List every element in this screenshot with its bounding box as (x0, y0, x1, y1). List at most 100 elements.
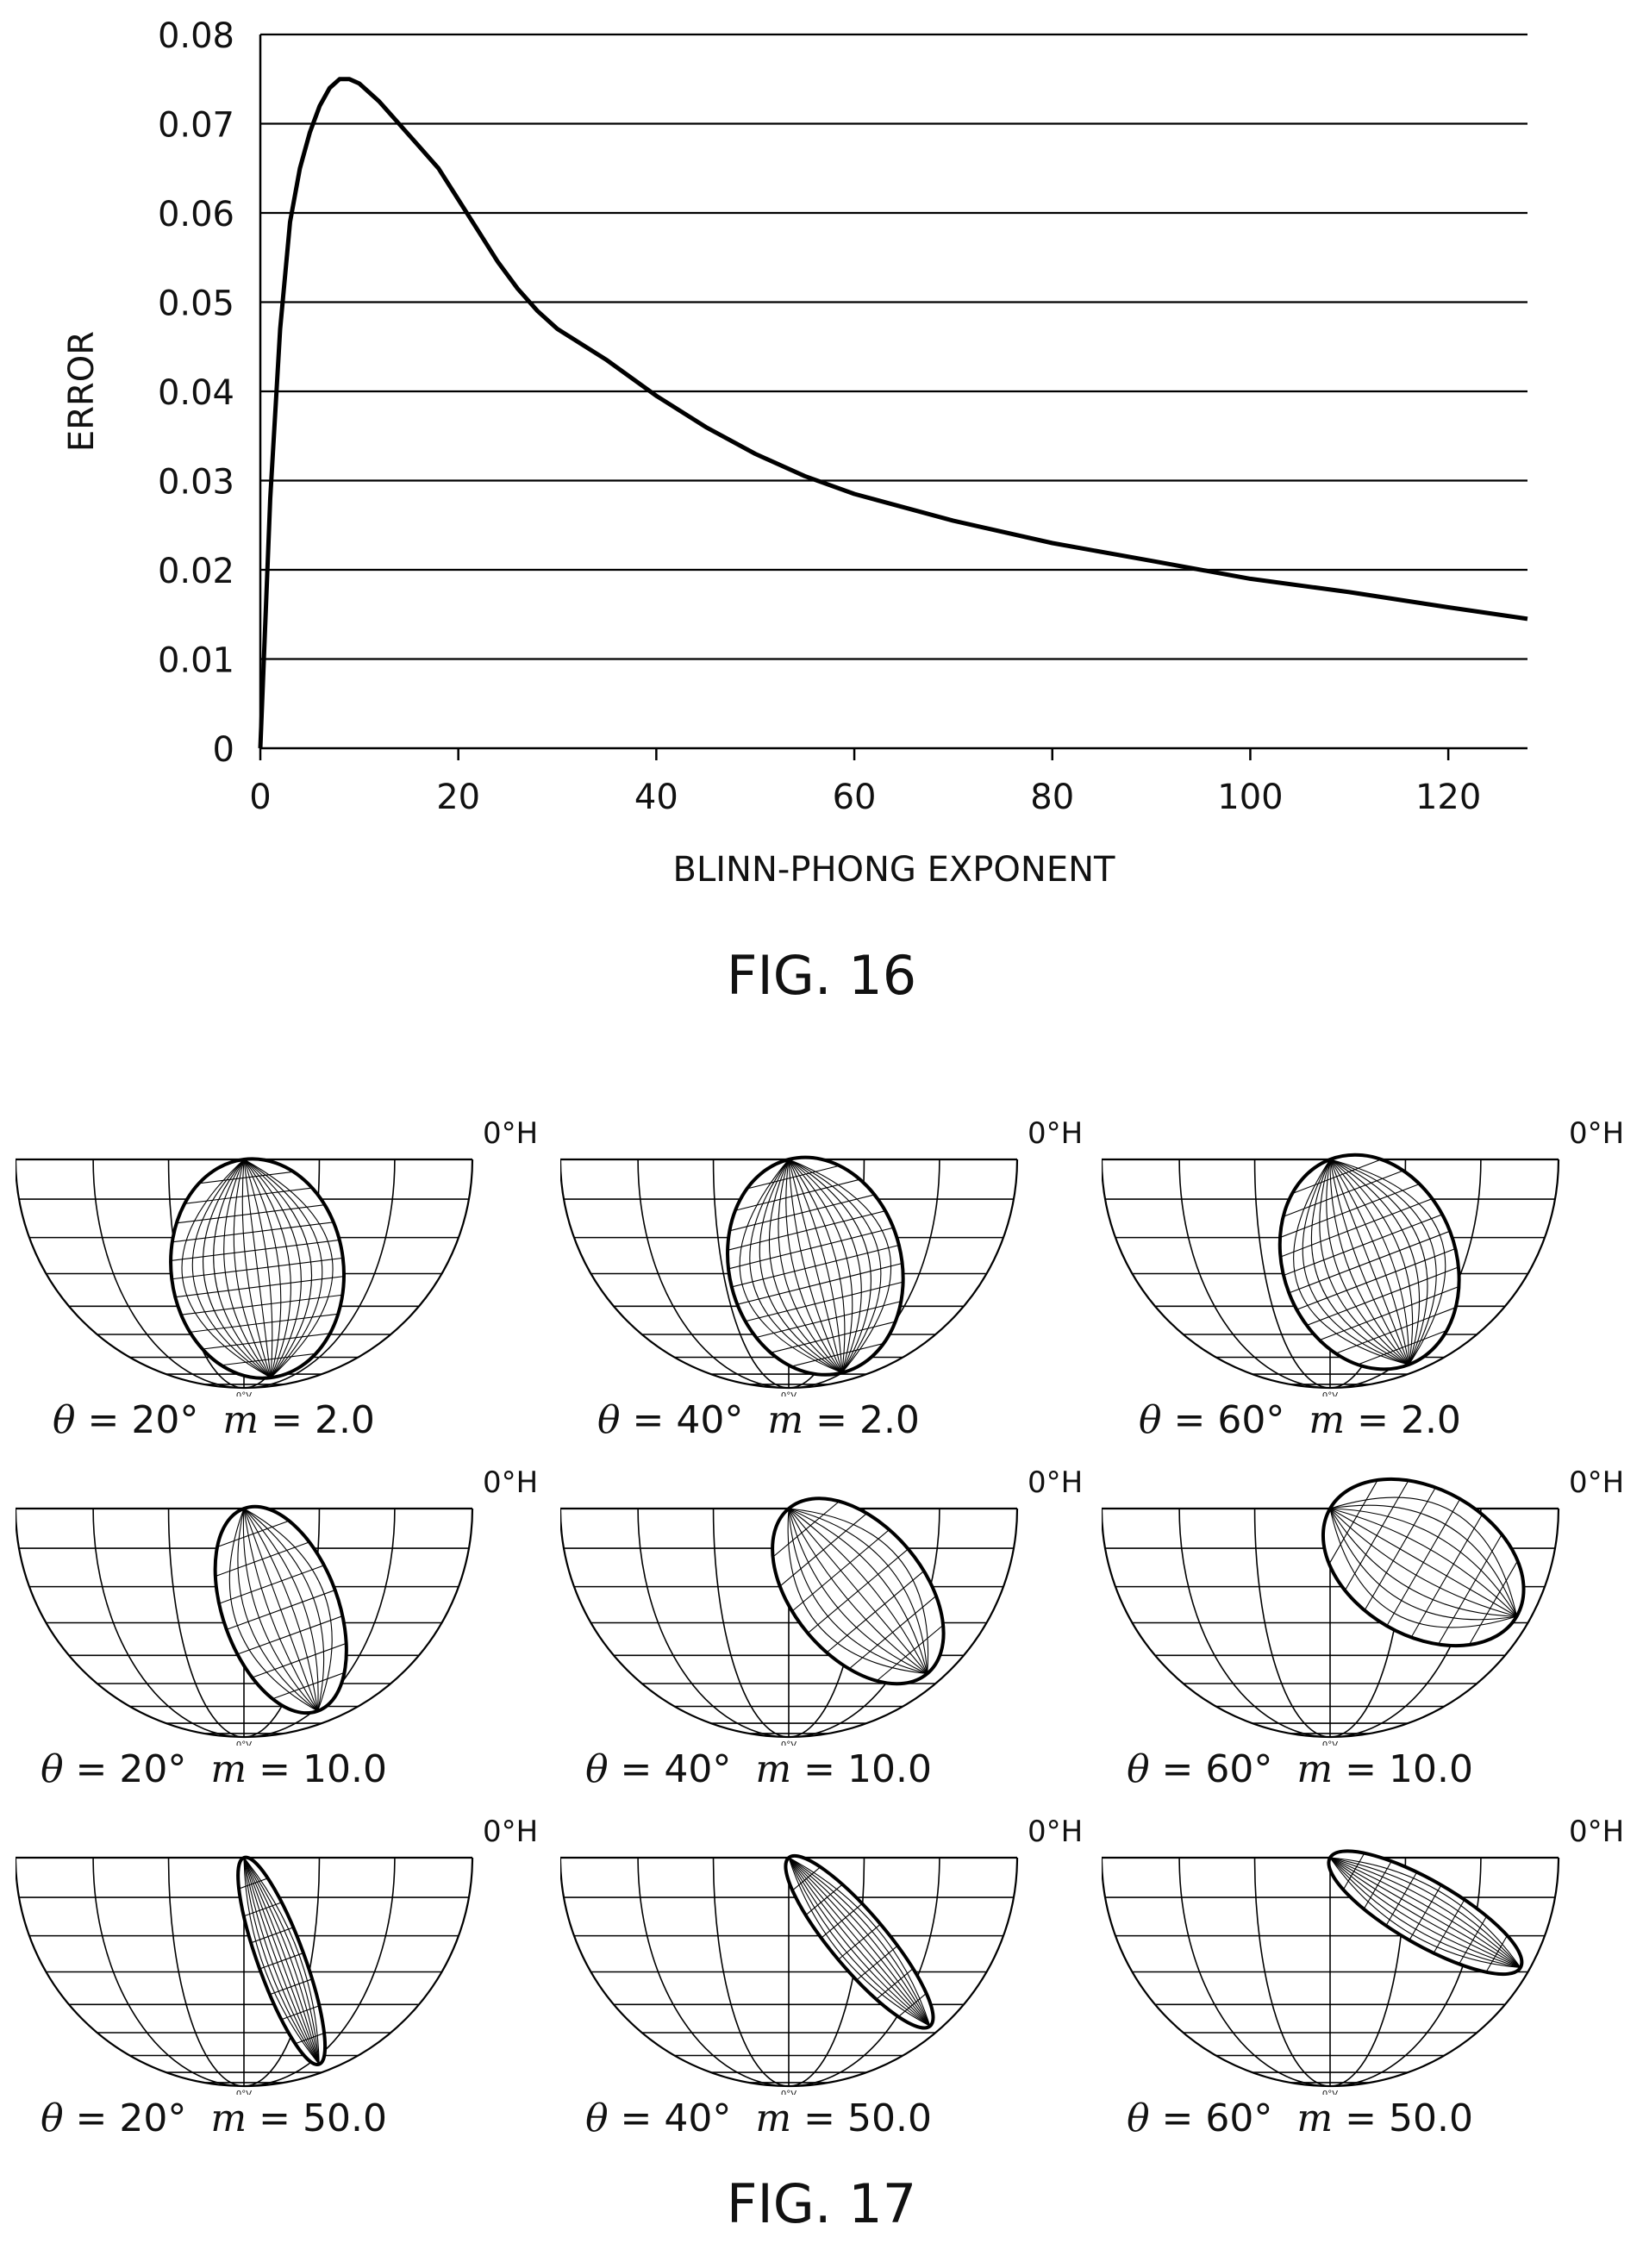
reflectance-lobe (1321, 1477, 1526, 1648)
lobe-mesh-line (176, 1204, 325, 1224)
meridian-line (92, 1857, 245, 2087)
theta-value: 40° (676, 1398, 744, 1442)
vertical-mark: 0°V (781, 1740, 797, 1746)
lobe-mesh-line (175, 1276, 345, 1298)
lobe-panel: 0°V 0°H θ = 60° m = 10.0 (1102, 1453, 1636, 1806)
vertical-mark: 0°V (1322, 1740, 1338, 1746)
lobe-panel: 0°V 0°H θ = 40° m = 10.0 (560, 1453, 1095, 1806)
lobe-mesh-line (1319, 1285, 1459, 1341)
x-tick-label: 120 (1415, 778, 1481, 817)
panel-parameter-label: θ = 40° m = 2.0 (597, 1398, 920, 1442)
lobe-mesh-line (1283, 1170, 1404, 1217)
m-value: 2.0 (859, 1398, 920, 1442)
lobe-mesh-line (1459, 1915, 1488, 1965)
lobe-mesh-line (1306, 1266, 1459, 1327)
lobe-mesh-line (252, 1642, 347, 1678)
theta-value: 60° (1205, 2096, 1273, 2140)
x-tick-label: 40 (634, 778, 678, 817)
panel-parameter-label: θ = 40° m = 50.0 (585, 2096, 932, 2140)
vertical-mark: 0°V (1322, 1391, 1338, 1396)
vertical-mark: 0°V (781, 1391, 797, 1396)
lobe-mesh-line (876, 1968, 914, 2000)
lobe-mesh-line (1363, 1860, 1392, 1909)
lobe-mesh-line (1283, 1214, 1443, 1277)
reflectance-lobe (1278, 1153, 1461, 1371)
y-tick-label: 0.06 (158, 195, 234, 234)
m-value: 10.0 (846, 1747, 932, 1791)
theta-value: 40° (664, 1747, 732, 1791)
lobe-mesh-line (791, 1529, 890, 1612)
y-tick-label: 0.08 (158, 16, 234, 56)
m-value: 2.0 (314, 1398, 375, 1442)
lobe-mesh-line (238, 1878, 268, 1890)
fig16-chart: 0 0.01 0.02 0.03 0.04 0.05 0.06 0.07 0.08 0 20 40 60… (0, 0, 1643, 948)
meridian-line (243, 1159, 396, 1389)
panel-parameter-label: θ = 60° m = 2.0 (1139, 1398, 1461, 1442)
reflectance-lobe (726, 1155, 905, 1377)
y-tick-label: 0 (213, 730, 234, 770)
lobe-mesh-line (1289, 1230, 1451, 1294)
panel-parameter-label: θ = 20° m = 10.0 (41, 1747, 387, 1791)
lobe-mesh-line (770, 1321, 896, 1353)
reflectance-lobe (771, 1496, 946, 1686)
horizon-label: 0°H (1569, 1465, 1625, 1500)
meridian-line (92, 1508, 245, 1738)
lobe-mesh-line (826, 1570, 925, 1653)
x-axis-title: BLINN-PHONG EXPONENT (673, 850, 1116, 890)
horizon-label: 0°H (483, 1465, 539, 1500)
lobe-mesh-line (791, 1866, 822, 1891)
vertical-mark: 0°V (236, 1391, 252, 1396)
vertical-mark: 0°V (236, 2090, 252, 2095)
lobe-mesh-line (237, 1615, 343, 1655)
lobe-mesh-line (184, 1187, 313, 1204)
y-tick-label: 0.05 (158, 284, 234, 324)
reflectance-lobe (213, 1504, 348, 1715)
lobe-mesh-line (848, 1595, 937, 1670)
lobe-mesh-line (1342, 1853, 1365, 1890)
lobe-mesh-line (1410, 1514, 1483, 1638)
lobe-mesh-line (1485, 1935, 1508, 1973)
lobe-mesh-line (737, 1262, 903, 1305)
lobe-mesh-line (838, 1923, 881, 1960)
panel-parameter-label: θ = 20° m = 50.0 (41, 2096, 387, 2140)
lobe-mesh-line (1279, 1183, 1420, 1239)
hemisphere-plot: 0°V (1102, 1477, 1560, 1746)
meridian-line (1178, 1159, 1331, 1389)
lobe-mesh-line (821, 1902, 863, 1939)
lobe-mesh-line (1385, 1871, 1418, 1927)
meridian-line (1178, 1508, 1331, 1738)
meridian-line (1178, 1857, 1331, 2087)
hemisphere-plot: 0°V (560, 1155, 1019, 1396)
lobe-mesh-line (202, 1333, 330, 1350)
lobe-mesh-line (171, 1239, 340, 1262)
lobe-mesh-line (226, 1590, 335, 1630)
y-tick-label: 0.03 (158, 463, 234, 503)
lobe-mesh-line (1364, 1487, 1436, 1611)
lobe-mesh-line (727, 1210, 886, 1251)
meridian-line (92, 1159, 245, 1389)
hemisphere-plot: 0°V (16, 1504, 474, 1746)
lobe-mesh-line (216, 1520, 290, 1548)
hemisphere-plot: 0°V (1102, 1153, 1560, 1396)
y-tick-label: 0.07 (158, 106, 234, 146)
lobe-mesh-line (190, 1313, 339, 1333)
meridian-line (712, 1508, 790, 1738)
lobe-mesh-line (1328, 1479, 1378, 1565)
lobe-mesh-line (243, 1902, 282, 1917)
lobe-mesh-line (221, 1353, 316, 1366)
lobe-mesh-line (281, 2005, 320, 2021)
lobe-panel: 0°V 0°H θ = 20° m = 10.0 (16, 1453, 550, 1806)
meridian-line (243, 1857, 396, 2087)
meridian-line (243, 1508, 396, 1738)
y-tick-label: 0.01 (158, 641, 234, 681)
lobe-mesh-line (729, 1194, 875, 1232)
lobe-mesh-line (1386, 1498, 1461, 1627)
fig17-panels: 0°V 0°H θ = 20° m = 2.0 0°V 0°H θ = 40° m = 2… (0, 1103, 1643, 2181)
fig17-caption: FIG. 17 (726, 2172, 917, 2235)
lobe-mesh-line (259, 1952, 304, 1970)
y-tick-label: 0.02 (158, 552, 234, 591)
vertical-mark: 0°V (1322, 2090, 1338, 2095)
reflectance-lobe (784, 1853, 935, 2030)
hemisphere-plot: 0°V (16, 1855, 474, 2095)
lobe-mesh-line (1433, 1899, 1465, 1953)
